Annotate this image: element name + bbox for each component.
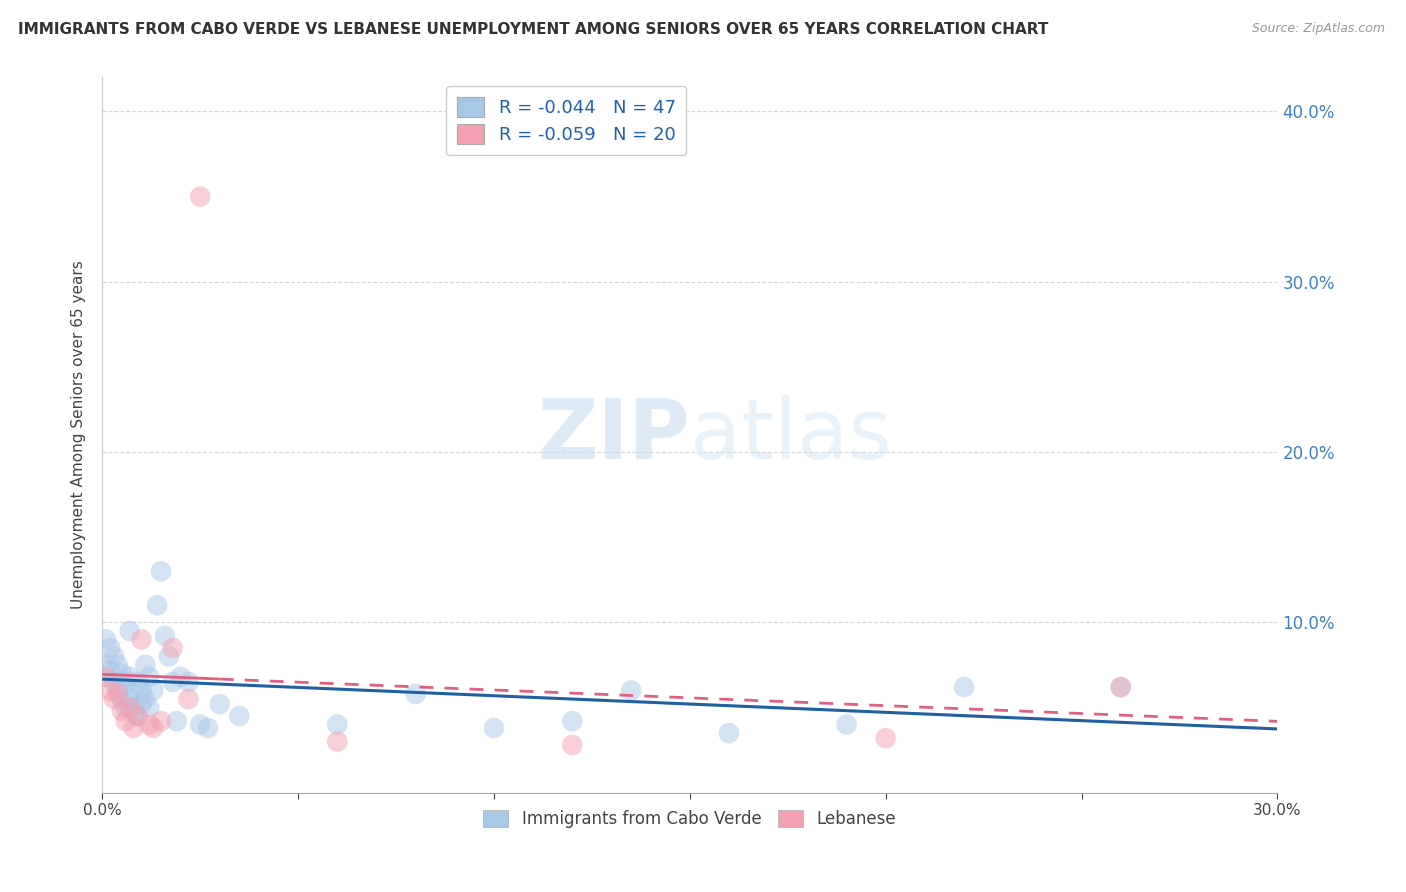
Point	[188, 189, 211, 203]
Point	[118, 692, 141, 706]
Point	[134, 692, 156, 706]
Point	[620, 683, 643, 698]
Point	[94, 670, 117, 684]
Point	[326, 717, 349, 731]
Point	[127, 675, 149, 690]
Point	[114, 675, 136, 690]
Point	[717, 726, 740, 740]
Point	[114, 714, 136, 728]
Point	[138, 700, 160, 714]
Point	[131, 683, 153, 698]
Point	[118, 700, 141, 714]
Point	[131, 697, 153, 711]
Point	[103, 675, 125, 690]
Point	[1109, 680, 1132, 694]
Point	[208, 697, 231, 711]
Y-axis label: Unemployment Among Seniors over 65 years: Unemployment Among Seniors over 65 years	[72, 260, 86, 609]
Point	[482, 721, 505, 735]
Text: Source: ZipAtlas.com: Source: ZipAtlas.com	[1251, 22, 1385, 36]
Point	[98, 640, 121, 655]
Point	[138, 670, 160, 684]
Point	[107, 687, 129, 701]
Text: IMMIGRANTS FROM CABO VERDE VS LEBANESE UNEMPLOYMENT AMONG SENIORS OVER 65 YEARS : IMMIGRANTS FROM CABO VERDE VS LEBANESE U…	[18, 22, 1049, 37]
Point	[122, 704, 145, 718]
Point	[157, 649, 180, 664]
Point	[835, 717, 858, 731]
Point	[94, 657, 117, 672]
Point	[188, 717, 211, 731]
Point	[138, 717, 160, 731]
Point	[228, 709, 250, 723]
Point	[98, 683, 121, 698]
Point	[1109, 680, 1132, 694]
Point	[197, 721, 219, 735]
Point	[103, 649, 125, 664]
Point	[166, 714, 188, 728]
Point	[149, 714, 172, 728]
Point	[114, 700, 136, 714]
Point	[127, 709, 149, 723]
Text: ZIP: ZIP	[537, 394, 690, 475]
Point	[326, 734, 349, 748]
Point	[953, 680, 976, 694]
Text: atlas: atlas	[690, 394, 891, 475]
Point	[94, 632, 117, 647]
Point	[111, 692, 134, 706]
Point	[118, 670, 141, 684]
Point	[146, 599, 169, 613]
Point	[122, 721, 145, 735]
Point	[142, 721, 165, 735]
Legend: Immigrants from Cabo Verde, Lebanese: Immigrants from Cabo Verde, Lebanese	[477, 803, 903, 834]
Point	[111, 704, 134, 718]
Point	[107, 657, 129, 672]
Point	[162, 675, 184, 690]
Point	[134, 657, 156, 672]
Point	[162, 640, 184, 655]
Point	[98, 663, 121, 677]
Point	[405, 687, 427, 701]
Point	[561, 738, 583, 752]
Point	[131, 632, 153, 647]
Point	[177, 675, 200, 690]
Point	[107, 683, 129, 698]
Point	[177, 692, 200, 706]
Point	[149, 564, 172, 578]
Point	[169, 670, 191, 684]
Point	[875, 731, 897, 746]
Point	[111, 666, 134, 681]
Point	[118, 624, 141, 638]
Point	[142, 683, 165, 698]
Point	[153, 629, 176, 643]
Point	[103, 692, 125, 706]
Point	[122, 683, 145, 698]
Point	[561, 714, 583, 728]
Point	[127, 709, 149, 723]
